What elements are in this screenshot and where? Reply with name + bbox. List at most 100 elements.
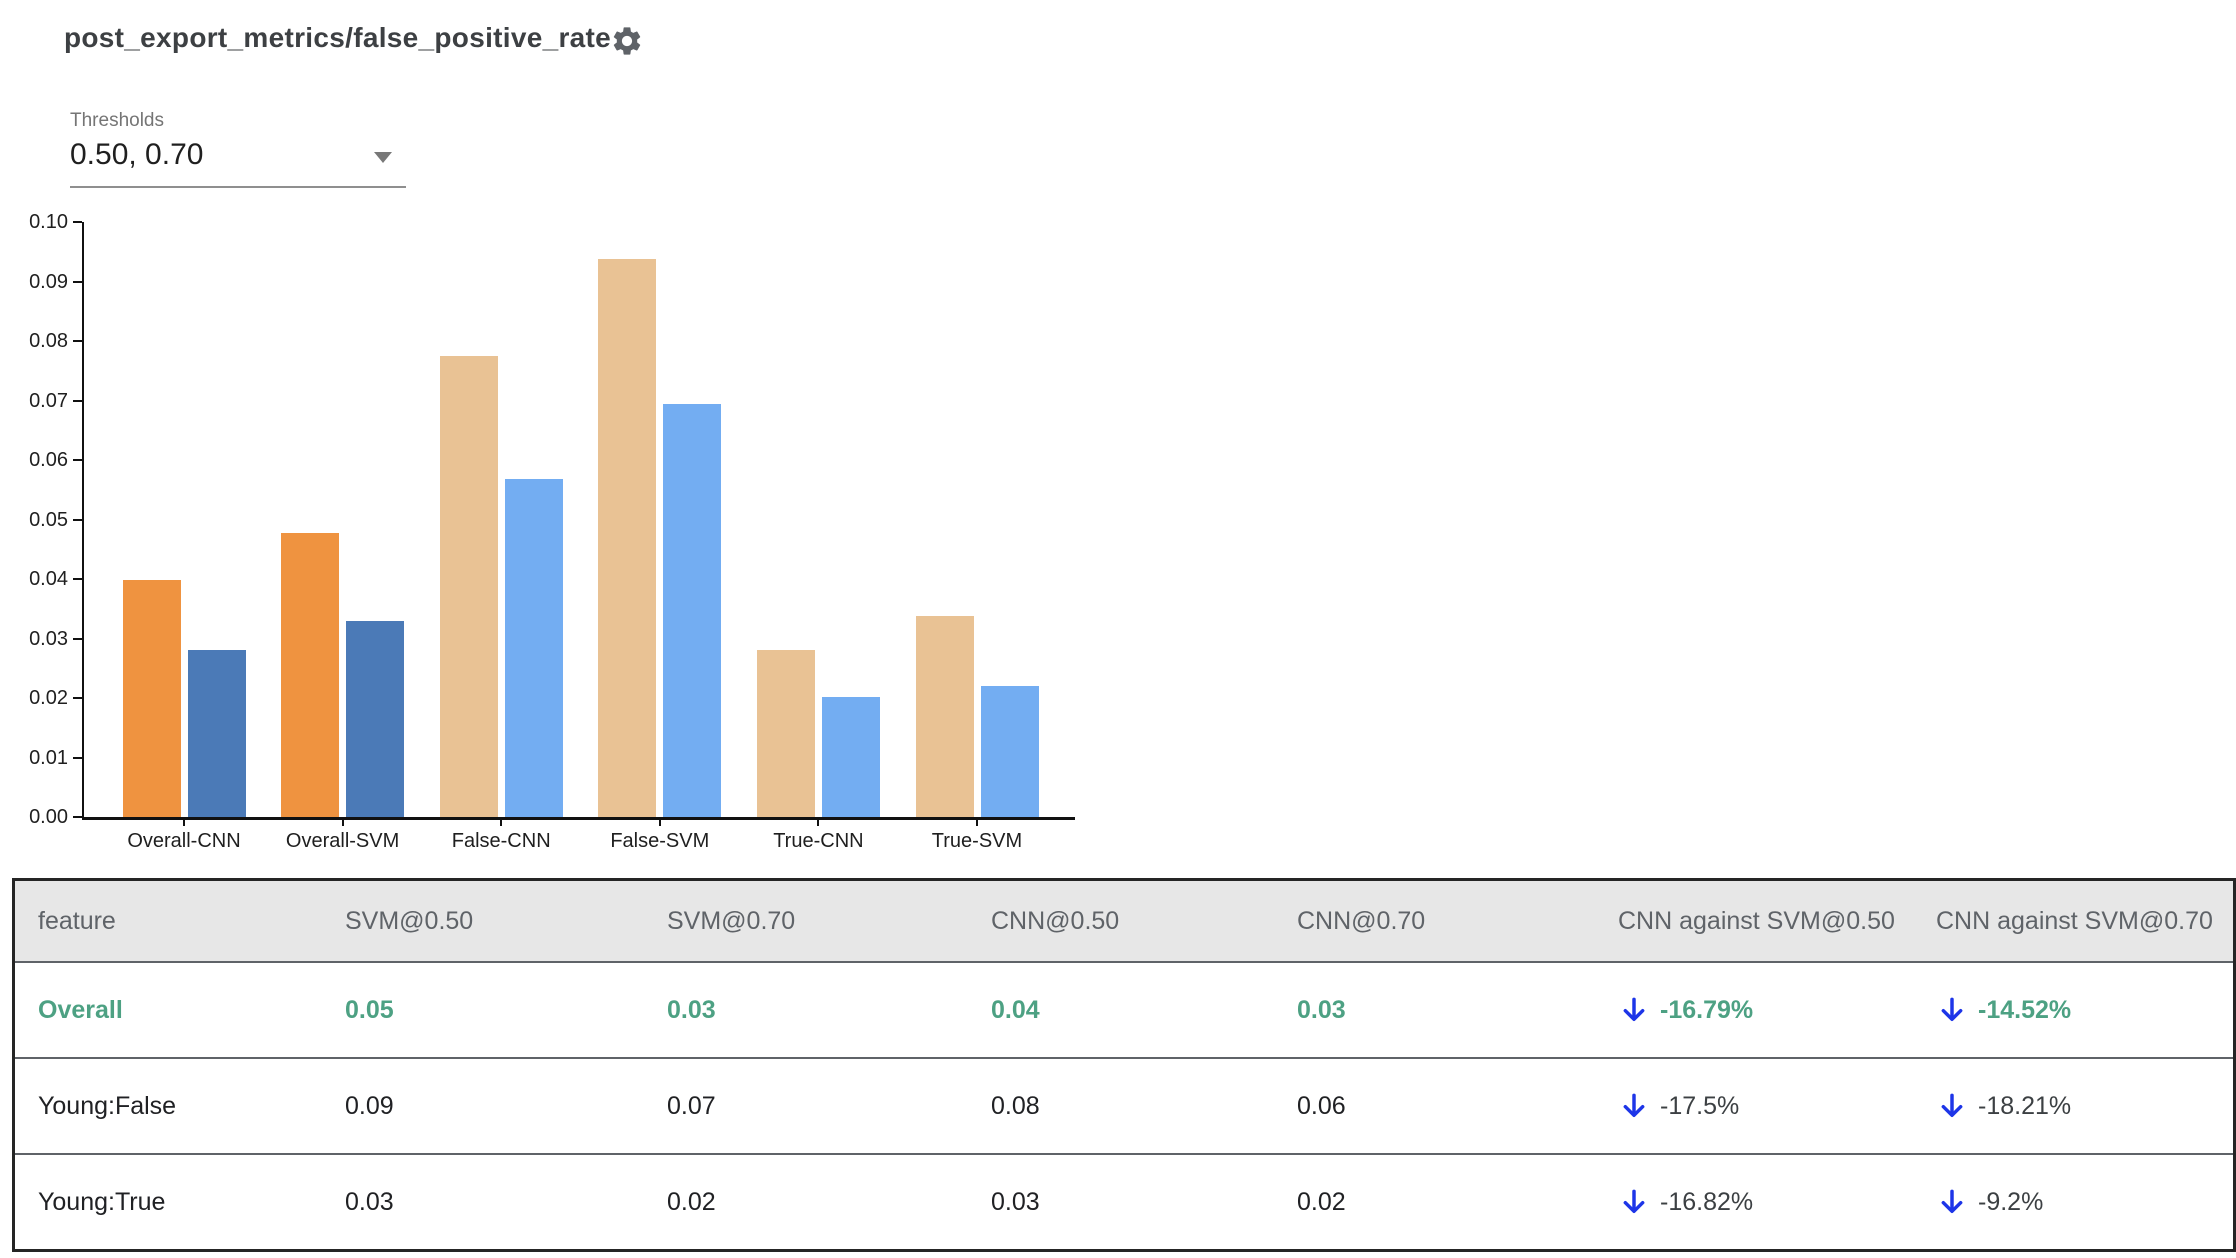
arrow-down-icon (1941, 997, 1963, 1022)
x-axis-tick (976, 817, 978, 826)
y-axis-tick (73, 221, 82, 223)
delta-cell-1: -9.2% (1936, 1186, 2233, 1218)
y-axis-tick (73, 697, 82, 699)
arrow-down-icon (1623, 1093, 1645, 1118)
x-axis-category-label: False-SVM (610, 830, 710, 852)
arrow-down-icon (1623, 997, 1645, 1022)
y-axis-tick-label: 0.04 (29, 568, 68, 590)
page-title: post_export_metrics/false_positive_rate (64, 22, 612, 53)
metric-value-cell-2: 0.03 (991, 1187, 1040, 1216)
table-header-row: feature SVM@0.50 SVM@0.70 CNN@0.50 CNN@0.70 C… (15, 881, 2233, 963)
table-header-cell-6: CNN against SVM@0.70 (1936, 906, 2213, 935)
table-header-cell-4: CNN@0.70 (1297, 906, 1426, 935)
y-axis-tick-label: 0.03 (29, 627, 68, 650)
y-axis-tick-label: 0.02 (29, 687, 68, 709)
table-header-cell-3: CNN@0.50 (991, 906, 1120, 935)
bar-Overall-CNN-threshold0.50 (122, 580, 181, 817)
y-axis-tick (73, 637, 82, 640)
table-row-overall[interactable]: Overall 0.05 0.03 0.04 0.03 -16.79% -14.52% (15, 963, 2233, 1059)
x-axis-category-label: Overall-SVM (285, 830, 400, 852)
metrics-table: feature SVM@0.50 SVM@0.70 CNN@0.50 CNN@0.70 C… (12, 878, 2236, 1252)
bar-Overall-CNN-threshold0.70 (187, 650, 246, 817)
y-axis-line (82, 222, 84, 817)
delta-value: -14.52% (1978, 995, 2072, 1024)
table-header-cell-0: feature (38, 906, 116, 935)
y-axis-tick (73, 578, 82, 580)
y-axis-tick (73, 399, 82, 402)
arrow-down-icon (1941, 1093, 1963, 1118)
metric-value-cell-1: 0.02 (667, 1187, 716, 1216)
y-axis-tick-label: 0.05 (29, 508, 68, 531)
chevron-down-icon (374, 152, 392, 163)
metric-value-cell-2: 0.04 (991, 995, 1040, 1024)
metric-value-cell-2: 0.08 (991, 1091, 1040, 1120)
x-axis-tick (341, 817, 344, 826)
delta-cell-1: -18.21% (1936, 1090, 2233, 1122)
feature-cell: Young:False (38, 1091, 177, 1120)
bar-False-SVM-threshold0.50 (598, 259, 657, 817)
metric-value-cell-3: 0.03 (1297, 995, 1346, 1024)
y-axis-tick-label: 0.06 (29, 449, 68, 471)
y-axis-tick-label: 0.07 (29, 389, 68, 412)
y-axis-tick (73, 340, 82, 342)
arrow-down-icon (1941, 1189, 1963, 1214)
delta-value: -16.82% (1660, 1187, 1754, 1216)
y-axis-tick-label: 0.10 (29, 211, 68, 233)
false-positive-rate-bar-chart: 0.00 0.01 0.02 0.03 0.04 0.05 0.06 0.07 0.08 0.09… (0, 0, 1120, 870)
y-axis-tick (73, 280, 82, 283)
table-body: Overall 0.05 0.03 0.04 0.03 -16.79% -14.52% You… (15, 963, 2233, 1249)
table-header-cell-1: SVM@0.50 (345, 906, 474, 935)
bar-True-CNN-threshold0.50 (756, 650, 815, 817)
delta-value: -9.2% (1978, 1187, 2044, 1216)
x-axis-tick (500, 817, 503, 826)
metric-value-cell-0: 0.05 (345, 995, 394, 1024)
metric-value-cell-0: 0.09 (345, 1091, 394, 1120)
x-axis-category-label: True-CNN (773, 830, 864, 852)
table-header-cell-2: SVM@0.70 (667, 906, 796, 935)
delta-value: -18.21% (1978, 1091, 2072, 1120)
y-axis-tick (73, 518, 82, 521)
table-row-young-true[interactable]: Young:True 0.03 0.02 0.03 0.02 -16.82% -9.2% (15, 1155, 2233, 1249)
y-axis-tick-label: 0.01 (29, 746, 68, 769)
x-axis-category-label: Overall-CNN (127, 830, 241, 852)
metric-value-cell-3: 0.02 (1297, 1187, 1346, 1216)
delta-value: -16.79% (1660, 995, 1754, 1024)
y-axis-tick-label: 0.00 (29, 806, 68, 828)
settings-button[interactable] (606, 20, 648, 62)
bar-False-SVM-threshold0.70 (663, 404, 722, 817)
y-axis-tick (73, 816, 82, 818)
y-axis-tick-label: 0.08 (29, 330, 68, 352)
thresholds-value: 0.50, 0.70 (70, 138, 204, 171)
bar-Overall-SVM-threshold0.50 (281, 533, 340, 817)
metric-value-cell-1: 0.07 (667, 1091, 716, 1120)
thresholds-dropdown[interactable]: Thresholds 0.50, 0.70 (70, 110, 406, 188)
feature-cell: Young:True (38, 1187, 166, 1216)
x-axis-tick (658, 817, 661, 826)
feature-cell: Overall (38, 995, 123, 1024)
x-axis-tick (817, 817, 820, 826)
arrow-down-icon (1623, 1189, 1645, 1214)
y-axis-tick-label: 0.09 (29, 270, 68, 293)
delta-cell-1: -14.52% (1936, 994, 2233, 1026)
x-axis-tick (183, 817, 185, 826)
table-header-cell-5: CNN against SVM@0.50 (1618, 906, 1895, 935)
bar-True-SVM-threshold0.70 (980, 686, 1039, 817)
metric-value-cell-1: 0.03 (667, 995, 716, 1024)
bar-True-CNN-threshold0.70 (821, 697, 880, 817)
bar-False-CNN-threshold0.50 (439, 356, 498, 817)
y-axis-tick (73, 459, 82, 461)
gear-icon (613, 27, 641, 55)
delta-cell-0: -16.82% (1618, 1186, 1936, 1218)
bar-True-SVM-threshold0.50 (915, 616, 974, 817)
delta-value: -17.5% (1660, 1091, 1740, 1120)
metric-value-cell-3: 0.06 (1297, 1091, 1346, 1120)
metric-value-cell-0: 0.03 (345, 1187, 394, 1216)
y-axis-tick (73, 756, 82, 759)
x-axis-category-label: True-SVM (931, 830, 1023, 852)
delta-cell-0: -17.5% (1618, 1090, 1936, 1122)
x-axis-category-label: False-CNN (451, 830, 551, 852)
thresholds-label: Thresholds (70, 110, 164, 131)
table-row-young-false[interactable]: Young:False 0.09 0.07 0.08 0.06 -17.5% -18.21% (15, 1059, 2233, 1155)
x-axis-line (82, 817, 1075, 820)
